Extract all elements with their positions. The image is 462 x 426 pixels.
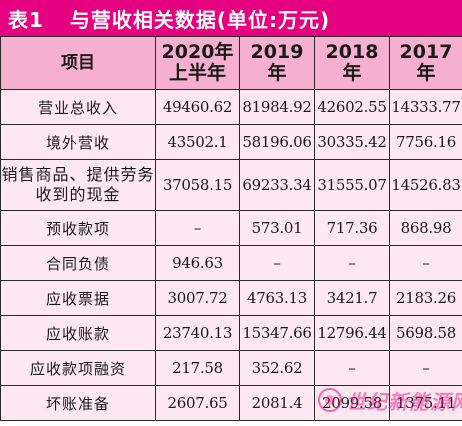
cell-value: 2081.4 xyxy=(239,385,315,421)
row-label: 销售商品、提供劳务收到的现金 xyxy=(0,159,156,211)
table-row: 应收款项融资 217.58 352.62 – – xyxy=(0,350,462,386)
cell-value: 717.36 xyxy=(314,210,390,246)
cell-value: – xyxy=(314,350,390,386)
cell-value: 2607.65 xyxy=(155,385,240,421)
table-row: 应收票据 3007.72 4763.13 3421.7 2183.26 xyxy=(0,280,462,316)
table-title: 表1 与营收相关数据(单位:万元) xyxy=(0,0,462,36)
cell-value: 42602.55 xyxy=(314,89,390,125)
cell-value: 946.63 xyxy=(155,245,240,281)
row-label: 应收款项融资 xyxy=(0,350,156,386)
row-label: 营业总收入 xyxy=(0,89,156,125)
cell-value: 49460.62 xyxy=(155,89,240,125)
cell-value: 14526.83 xyxy=(389,159,462,211)
cell-value: 573.01 xyxy=(239,210,315,246)
header-2018: 2018 年 xyxy=(314,36,390,90)
header-2020h1: 2020年 上半年 xyxy=(155,36,240,90)
header-2017: 2017 年 xyxy=(389,36,462,90)
row-label: 境外营收 xyxy=(0,124,156,160)
cell-value: – xyxy=(314,245,390,281)
table-row: 境外营收 43502.1 58196.06 30335.42 7756.16 xyxy=(0,124,462,160)
cell-value: 23740.13 xyxy=(155,315,240,351)
table-header-row: 项目 2020年 上半年 2019 年 2018 年 2017 年 xyxy=(0,36,462,90)
table-row: 应收账款 23740.13 15347.66 12796.44 5698.58 xyxy=(0,315,462,351)
watermark-logo-icon xyxy=(318,388,342,412)
revenue-data-table: 项目 2020年 上半年 2019 年 2018 年 2017 年 营业总收入 4946… xyxy=(0,36,462,421)
header-2019: 2019 年 xyxy=(239,36,315,90)
cell-value: 69233.34 xyxy=(239,159,315,211)
cell-value: 5698.58 xyxy=(389,315,462,351)
row-label: 应收账款 xyxy=(0,315,156,351)
row-label: 合同负债 xyxy=(0,245,156,281)
cell-value: 37058.15 xyxy=(155,159,240,211)
cell-value: – xyxy=(155,210,240,246)
cell-value: – xyxy=(389,350,462,386)
cell-value: 3421.7 xyxy=(314,280,390,316)
cell-value: 217.58 xyxy=(155,350,240,386)
cell-value: 43502.1 xyxy=(155,124,240,160)
row-label: 坏账准备 xyxy=(0,385,156,421)
cell-value: 81984.92 xyxy=(239,89,315,125)
table-row: 销售商品、提供劳务收到的现金 37058.15 69233.34 31555.0… xyxy=(0,159,462,211)
cell-value: 31555.07 xyxy=(314,159,390,211)
watermark-text: 世纪新能源网 xyxy=(346,390,462,414)
table-caption: 与营收相关数据(单位:万元) xyxy=(69,7,331,32)
cell-value: 4763.13 xyxy=(239,280,315,316)
row-label: 预收款项 xyxy=(0,210,156,246)
cell-value: 30335.42 xyxy=(314,124,390,160)
cell-value: 2183.26 xyxy=(389,280,462,316)
cell-value: 58196.06 xyxy=(239,124,315,160)
header-item: 项目 xyxy=(0,36,156,90)
table-row: 预收款项 – 573.01 717.36 868.98 xyxy=(0,210,462,246)
cell-value: – xyxy=(239,245,315,281)
cell-value: 14333.77 xyxy=(389,89,462,125)
cell-value: – xyxy=(389,245,462,281)
cell-value: 868.98 xyxy=(389,210,462,246)
cell-value: 12796.44 xyxy=(314,315,390,351)
table-row: 合同负债 946.63 – – – xyxy=(0,245,462,281)
table-row: 营业总收入 49460.62 81984.92 42602.55 14333.7… xyxy=(0,89,462,125)
cell-value: 352.62 xyxy=(239,350,315,386)
table-number: 表1 xyxy=(8,7,44,32)
cell-value: 3007.72 xyxy=(155,280,240,316)
cell-value: 15347.66 xyxy=(239,315,315,351)
row-label: 应收票据 xyxy=(0,280,156,316)
cell-value: 7756.16 xyxy=(389,124,462,160)
